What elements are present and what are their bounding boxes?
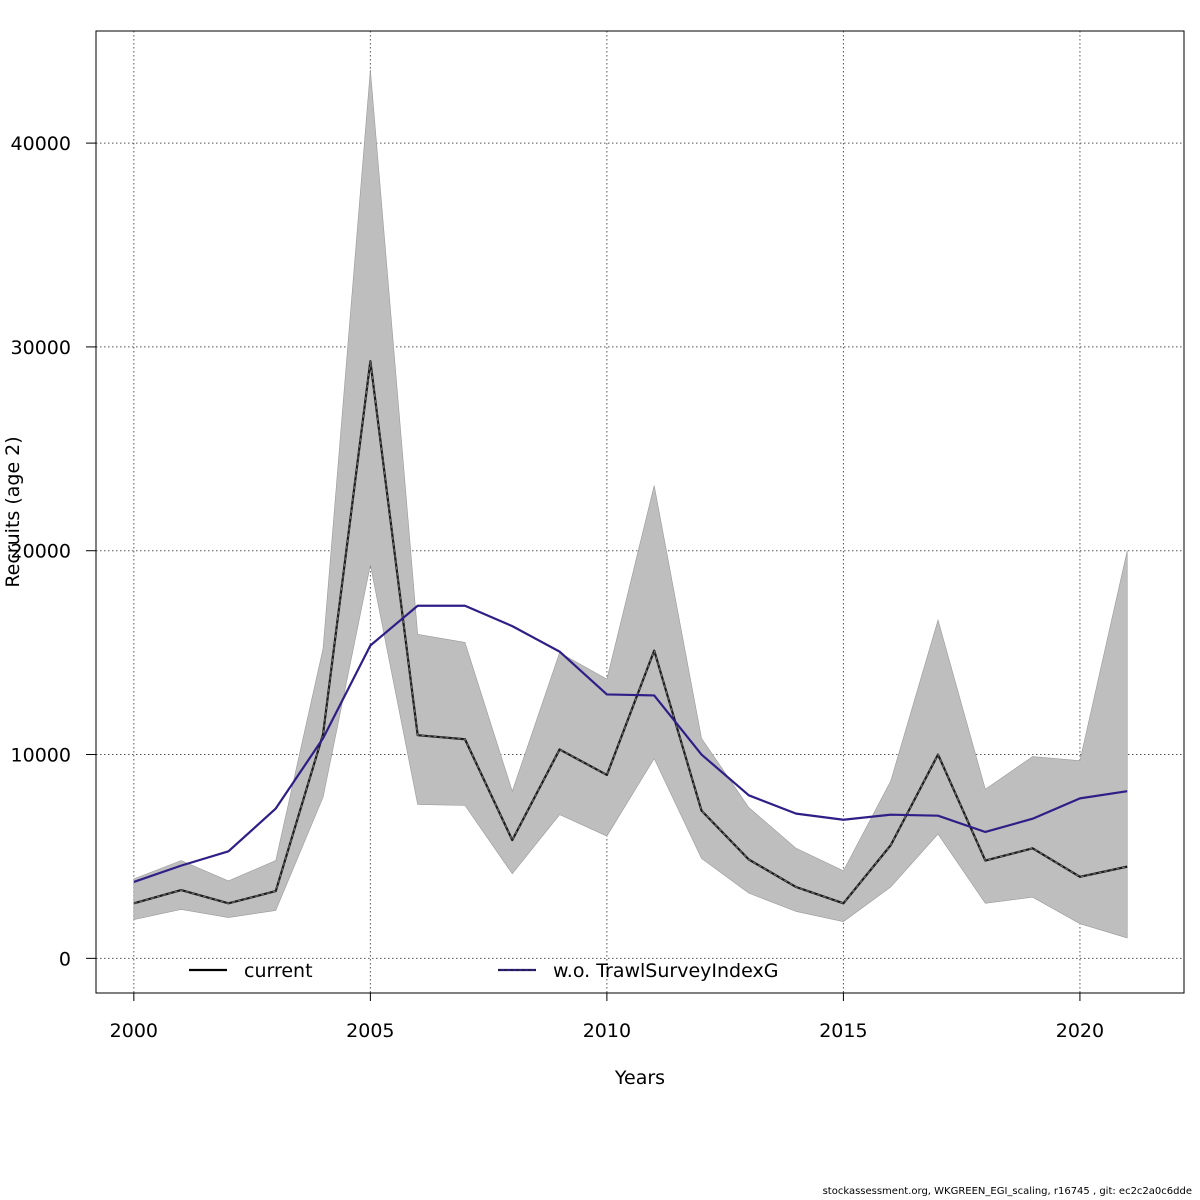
series-line-w-o-trawlsurveyindexg [133,604,1128,883]
y-tick-label-40000: 40000 [11,133,71,155]
y-tick-label-30000: 30000 [11,337,71,359]
confidence-band-layer [133,69,1128,939]
series-layer [133,360,1128,905]
y-tick-label-0: 0 [59,948,71,970]
y-tick-label-20000: 20000 [11,541,71,563]
legend-label-current: current [244,960,313,982]
footer-credit: stockassessment.org, WKGREEN_EGI_scaling… [822,1186,1192,1197]
x-axis: 2000 2005 2010 2015 2020 [110,993,1104,1042]
y-tick-label-10000: 10000 [11,745,71,767]
x-tick-label-2020: 2020 [1056,1020,1104,1042]
y-axis: 0 10000 20000 30000 40000 [11,133,96,970]
x-axis-title: Years [614,1067,665,1089]
legend-label-wo-trawlsurveyindexg: w.o. TrawlSurveyIndexG [553,960,778,982]
series-line-current-dash [133,361,1128,904]
y-axis-title: Recruits (age 2) [2,436,24,587]
confidence-band [133,69,1128,939]
x-tick-label-2005: 2005 [346,1020,394,1042]
x-tick-label-2010: 2010 [583,1020,631,1042]
x-tick-label-2015: 2015 [819,1020,867,1042]
plot-frame [95,30,1185,994]
x-tick-label-2000: 2000 [110,1020,158,1042]
legend: current w.o. TrawlSurveyIndexG [189,960,778,982]
